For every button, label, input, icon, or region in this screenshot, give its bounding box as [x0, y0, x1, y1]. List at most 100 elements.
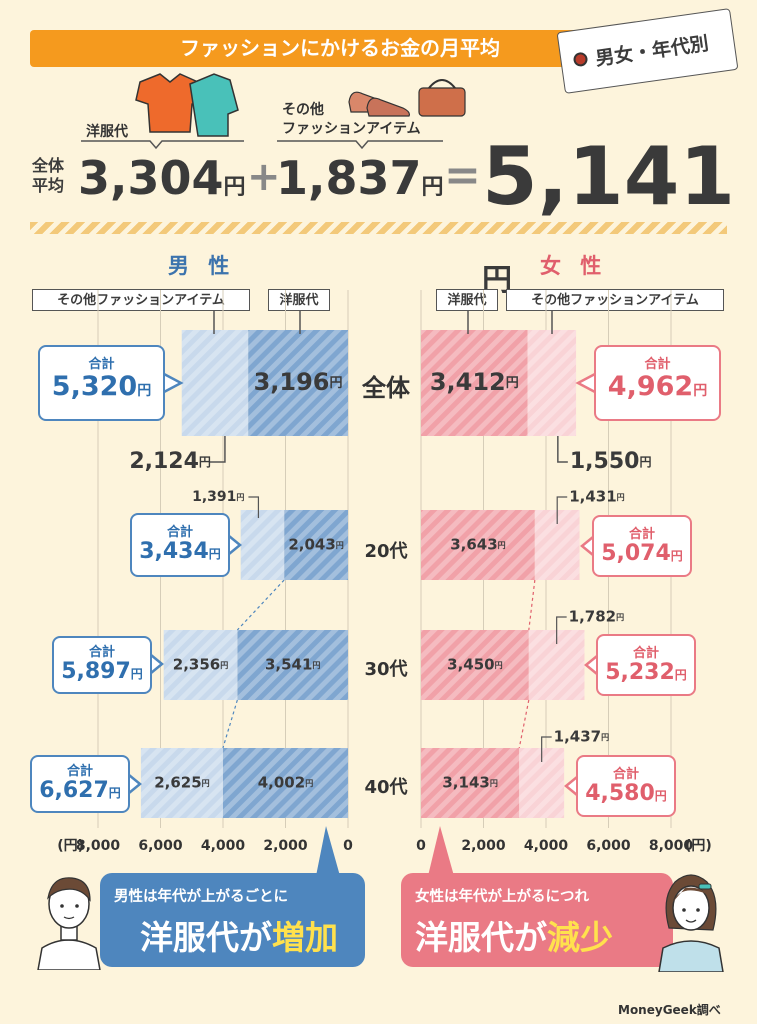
total-value: 5,232円	[605, 660, 687, 685]
female-callout-pointer	[580, 536, 594, 556]
female-clothing-value: 3,643円	[450, 536, 505, 554]
male-clothing-value: 3,196円	[254, 368, 343, 396]
leader-line	[556, 616, 567, 644]
leader-line	[208, 436, 226, 463]
male-callout-pointer	[163, 372, 184, 394]
woman-illustration-icon	[658, 874, 724, 972]
total-caption: 合計	[628, 527, 655, 542]
female-axis-tick: 4,000	[524, 838, 569, 854]
female-bar-clothing-hatch	[421, 630, 529, 700]
man-illustration-icon	[37, 877, 101, 970]
leader-line	[557, 436, 568, 463]
male-total-30s: 合計 5,897円	[52, 636, 152, 694]
clothing-amount-value: 3,304	[78, 151, 224, 205]
male-other-value: 2,625円	[154, 774, 209, 792]
male-message-bubble: 男性は年代が上がるごとに 洋服代が増加	[100, 873, 365, 967]
total-value: 5,897円	[61, 659, 143, 684]
male-axis-tick: 2,000	[263, 838, 308, 854]
female-other-value: 1,437円	[554, 728, 609, 746]
other-label: その他 ファッションアイテム	[282, 101, 421, 139]
female-axis-tick: 2,000	[461, 838, 506, 854]
divider-stripe	[30, 222, 727, 234]
female-other-value: 1,431円	[569, 488, 624, 506]
total-value: 6,627円	[39, 778, 121, 803]
clothing-bracket	[81, 140, 244, 150]
female-other-value: 1,782円	[569, 608, 624, 626]
total-value: 5,074円	[601, 541, 683, 566]
shoes-bag-icon	[348, 79, 466, 117]
male-legend-clothing: 洋服代	[268, 289, 330, 311]
male-message-line1: 男性は年代が上がるごとに	[114, 889, 288, 905]
male-bar-clothing-hatch	[248, 330, 348, 436]
male-other-value: 1,391円	[192, 489, 244, 505]
male-axis-tick: 6,000	[138, 838, 183, 854]
female-callout-pointer	[564, 776, 578, 796]
clothing-amount: 3,304円	[78, 150, 246, 216]
female-clothing-value: 3,450円	[447, 656, 502, 674]
overall-label-line1: 全体	[32, 156, 65, 175]
overall-average-label: 全体 平均	[32, 156, 64, 196]
other-amount-unit: 円	[421, 175, 444, 200]
male-callout-pointer	[150, 654, 164, 674]
male-bar-clothing-hatch	[222, 748, 348, 818]
male-trend-line	[222, 579, 285, 749]
male-total-40s: 合計 6,627円	[30, 755, 130, 813]
female-axis-tick: 0	[416, 838, 426, 854]
overall-label-line2: 平均	[32, 176, 65, 195]
female-message-line1: 女性は年代が上がるにつれ	[415, 889, 589, 905]
total-value: 4,580円	[585, 781, 667, 806]
male-axis-unit: (円)	[57, 838, 84, 854]
leader-line	[248, 496, 260, 518]
category-label-20s: 20代	[364, 541, 408, 562]
female-callout-pointer	[584, 655, 598, 675]
female-bar-other-hatch	[527, 330, 577, 436]
total-value: 5,320円	[51, 371, 152, 402]
male-bar-other-hatch	[163, 630, 238, 700]
male-total-20s: 合計 3,434円	[130, 513, 230, 577]
leader-line	[556, 496, 568, 524]
other-amount: 1,837円	[276, 150, 444, 216]
male-clothing-value: 2,043円	[288, 536, 343, 554]
other-label-line2: ファッションアイテム	[282, 121, 421, 137]
male-other-value: 2,124円	[129, 449, 211, 474]
female-total-20s: 合計 5,074円	[592, 515, 692, 577]
clothes-icon	[135, 73, 239, 137]
female-message-line2: 洋服代が減少	[415, 918, 613, 957]
category-label-overall: 全体	[362, 374, 410, 402]
male-bar-other-hatch	[181, 330, 249, 436]
female-clothing-value: 3,143円	[442, 774, 497, 792]
total-caption: 合計	[632, 646, 659, 661]
female-callout-pointer	[575, 372, 596, 394]
female-total-overall: 合計 4,962円	[594, 345, 721, 421]
total-caption: 合計	[166, 525, 193, 540]
male-bar-other-hatch	[140, 748, 223, 818]
female-axis-unit: (円)	[685, 838, 712, 854]
female-legend-clothing: 洋服代	[436, 289, 498, 311]
leader-line	[541, 736, 552, 762]
male-total-overall: 合計 5,320円	[38, 345, 165, 421]
male-axis-tick: 0	[343, 838, 353, 854]
male-axis-tick: 4,000	[201, 838, 246, 854]
male-message-line2: 洋服代が増加	[140, 918, 338, 957]
female-message-bubble: 女性は年代が上がるにつれ 洋服代が減少	[401, 873, 673, 967]
female-axis-tick: 8,000	[649, 838, 694, 854]
male-legend-other: その他ファッションアイテム	[32, 289, 250, 311]
total-caption: 合計	[66, 764, 93, 779]
clothing-label: 洋服代	[86, 124, 128, 140]
male-clothing-value: 3,541円	[265, 656, 320, 674]
total-amount-value: 5,141	[482, 130, 736, 223]
female-trend-line	[518, 579, 536, 749]
female-title: 女 性	[540, 254, 608, 278]
female-other-value: 1,550円	[570, 449, 652, 474]
total-caption: 合計	[88, 645, 115, 660]
male-bar-other-hatch	[240, 510, 285, 580]
female-axis-tick: 6,000	[586, 838, 631, 854]
category-label-30s: 30代	[364, 659, 408, 680]
male-callout-pointer	[128, 774, 142, 794]
clothing-amount-unit: 円	[223, 175, 246, 200]
total-value: 3,434円	[139, 539, 221, 564]
male-callout-pointer	[228, 535, 242, 555]
page-title: ファッションにかけるお金の月平均	[30, 30, 650, 67]
